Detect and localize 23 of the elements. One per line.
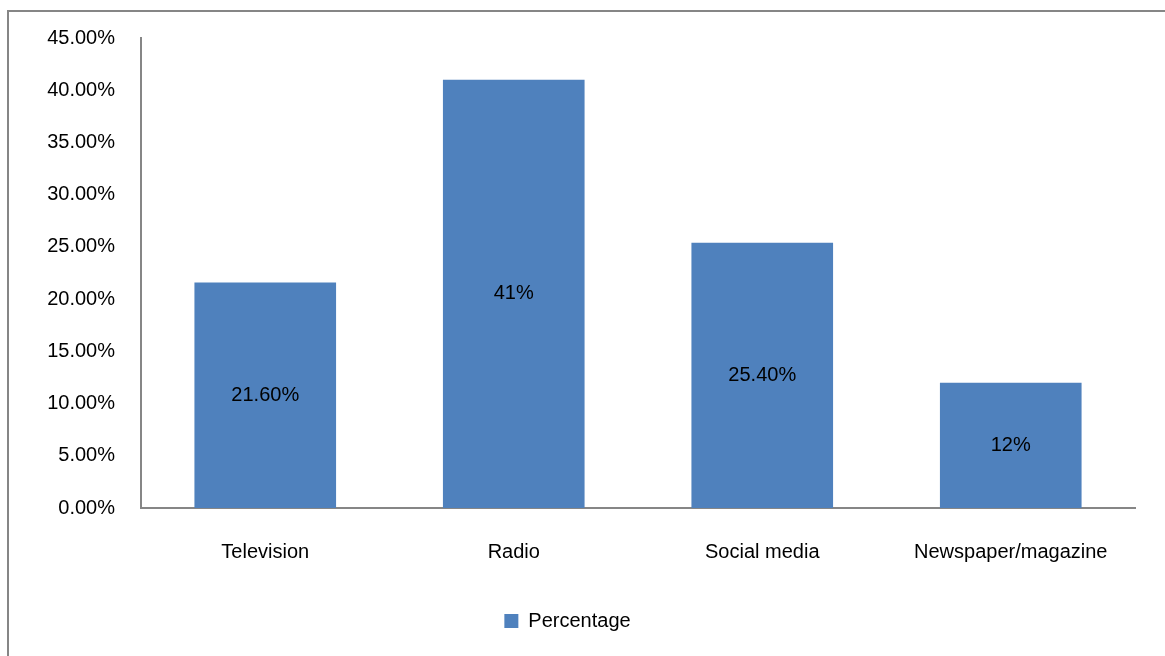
y-tick-label: 45.00% — [47, 25, 116, 48]
data-label: 25.40% — [728, 362, 797, 385]
y-tick-label: 25.00% — [47, 234, 116, 257]
data-label: 12% — [990, 432, 1031, 455]
data-label: 41% — [493, 281, 534, 304]
y-tick-label: 10.00% — [47, 391, 116, 414]
data-label: 21.60% — [231, 382, 300, 405]
x-tick-label: Radio — [487, 539, 540, 562]
bar — [939, 382, 1082, 508]
x-tick-label: Newspaper/magazine — [914, 539, 1108, 562]
y-tick-label: 0.00% — [58, 495, 116, 518]
x-tick-label: Social media — [704, 539, 821, 562]
legend-label: Percentage — [528, 608, 631, 631]
y-tick-label: 40.00% — [47, 77, 116, 100]
bar — [691, 242, 834, 508]
bar — [194, 282, 337, 508]
bar — [442, 79, 585, 508]
y-tick-label: 35.00% — [47, 129, 116, 152]
x-tick-label: Television — [221, 539, 310, 562]
y-tick-label: 5.00% — [58, 443, 116, 466]
y-tick-label: 15.00% — [47, 338, 116, 361]
y-tick-label: 20.00% — [47, 286, 116, 309]
y-tick-label: 30.00% — [47, 182, 116, 205]
